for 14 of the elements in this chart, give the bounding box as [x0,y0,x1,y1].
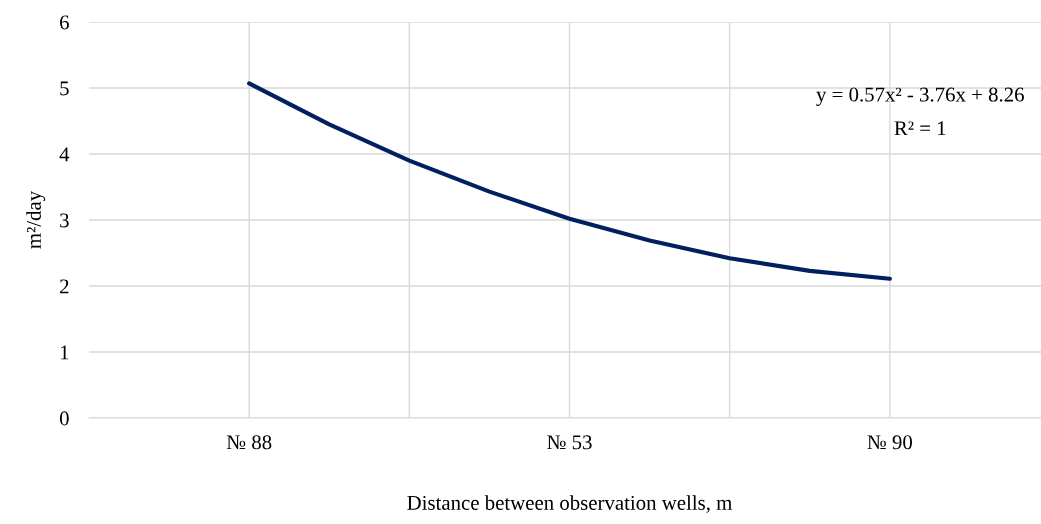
y-axis-title: m²/day [26,190,46,249]
y-tick-label: 5 [60,81,69,96]
x-tick-label: № 53 [547,435,592,450]
y-tick-label: 2 [60,279,69,294]
annotation: R² = 1 [894,121,946,136]
y-tick-label: 6 [60,15,69,30]
y-tick-label: 0 [59,411,69,426]
x-tick-label: № 88 [226,435,272,450]
annotation: y = 0.57x² - 3.76x + 8.26 [816,87,1024,106]
y-tick-label: 1 [60,345,69,360]
x-axis-title: Distance between observation wells, m [407,495,733,513]
y-tick-label: 4 [59,147,70,162]
x-tick-label: № 90 [867,435,912,450]
y-tick-label: 3 [60,213,69,228]
